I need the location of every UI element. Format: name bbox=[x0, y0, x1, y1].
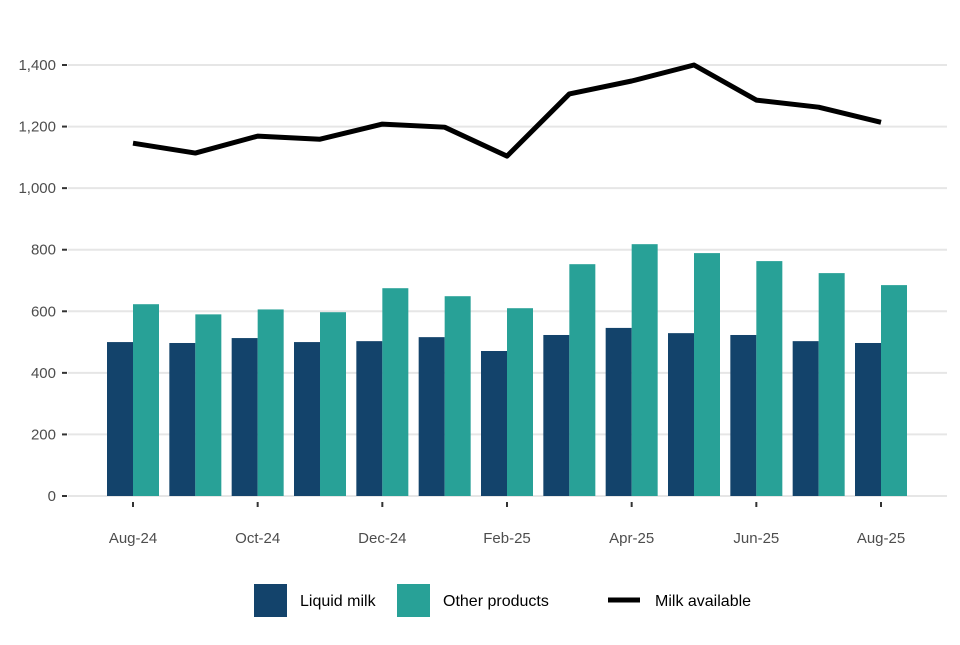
x-tick-label: Aug-24 bbox=[109, 530, 157, 547]
bar-liquid-milk bbox=[543, 334, 570, 496]
bar-other-products bbox=[756, 261, 783, 496]
bar-other-products bbox=[818, 273, 845, 496]
legend-label: Milk available bbox=[655, 593, 751, 610]
y-tick-label: 0 bbox=[48, 488, 56, 505]
legend-swatch bbox=[397, 584, 430, 617]
bar-liquid-milk bbox=[481, 350, 507, 496]
bar-other-products bbox=[195, 314, 222, 496]
bar-other-products bbox=[320, 312, 346, 496]
y-tick-label: 200 bbox=[31, 426, 56, 443]
x-tick-label: Dec-24 bbox=[358, 530, 406, 547]
y-tick-label: 1,200 bbox=[18, 119, 56, 136]
bar-other-products bbox=[257, 309, 284, 496]
x-tick-label: Apr-25 bbox=[609, 530, 654, 547]
bar-other-products bbox=[382, 288, 409, 496]
y-tick-label: 1,000 bbox=[18, 180, 56, 197]
x-tick-label: Oct-24 bbox=[235, 530, 280, 547]
bar-liquid-milk bbox=[418, 337, 445, 496]
legend-swatch bbox=[254, 584, 287, 617]
x-tick-label: Feb-25 bbox=[483, 530, 531, 547]
bar-other-products bbox=[133, 304, 159, 496]
bar-liquid-milk bbox=[792, 341, 819, 496]
bar-liquid-milk bbox=[855, 342, 881, 496]
y-tick-label: 1,400 bbox=[18, 57, 56, 74]
bar-other-products bbox=[694, 253, 720, 496]
bar-liquid-milk bbox=[294, 342, 320, 496]
bar-liquid-milk bbox=[169, 342, 196, 496]
bar-liquid-milk bbox=[605, 327, 632, 496]
bar-liquid-milk bbox=[668, 333, 694, 496]
bar-liquid-milk bbox=[730, 334, 757, 496]
bar-other-products bbox=[569, 264, 596, 496]
y-tick-label: 800 bbox=[31, 242, 56, 259]
x-tick-label: Jun-25 bbox=[733, 530, 779, 547]
bar-other-products bbox=[444, 296, 471, 496]
x-tick-label: Aug-25 bbox=[857, 530, 905, 547]
bar-other-products bbox=[631, 244, 658, 496]
legend-label: Liquid milk bbox=[300, 593, 377, 610]
bar-liquid-milk bbox=[356, 341, 383, 496]
bar-other-products bbox=[881, 285, 907, 496]
bar-other-products bbox=[507, 308, 533, 496]
y-tick-label: 400 bbox=[31, 365, 56, 382]
line-milk-available bbox=[132, 62, 882, 159]
legend-label: Other products bbox=[443, 593, 549, 610]
bar-liquid-milk bbox=[231, 338, 258, 496]
bar-liquid-milk bbox=[107, 342, 133, 496]
y-tick-label: 600 bbox=[31, 303, 56, 320]
